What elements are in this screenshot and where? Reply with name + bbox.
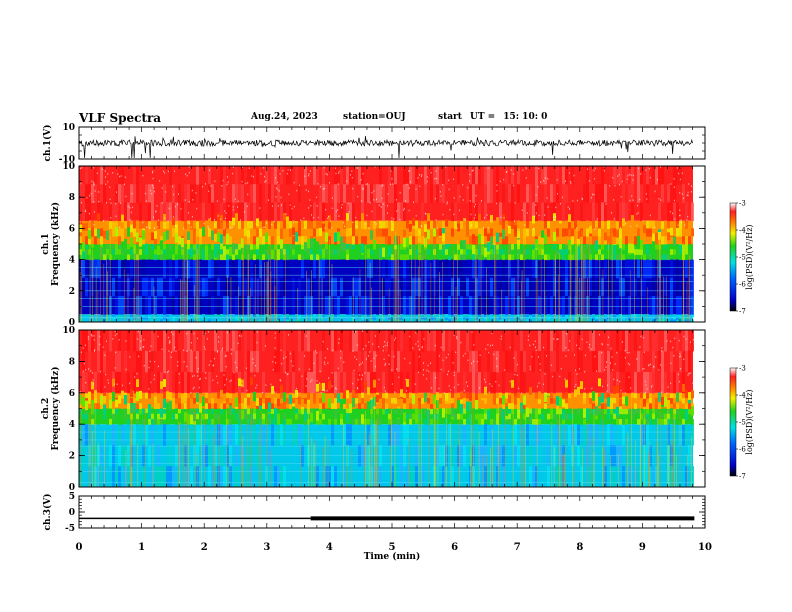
x-tick-label: 7 (514, 542, 521, 553)
ch1-spec-ylabel: ch.1 (41, 233, 51, 254)
x-tick-label: 5 (389, 542, 396, 553)
ch1-ylabel: ch.1(V) (42, 125, 53, 162)
y-tick-label: 8 (69, 193, 75, 203)
ch2-spectrogram (79, 330, 694, 488)
y-tick-label: 0 (69, 483, 75, 493)
x-tick-label: 8 (576, 542, 583, 553)
colorbars: -3 -4 -5 -6 -7 log(PSD)(V²/Hz) -3 -4 -5 -6 -7 log(P… (729, 200, 754, 481)
start-ut-label: UT = (469, 112, 496, 122)
x-tick-label: 0 (76, 542, 83, 553)
colorbar-tick-label: -6 (739, 446, 746, 454)
colorbar-tick-label: -3 (739, 365, 746, 373)
axis-ticks (78, 126, 706, 529)
x-tick-label: 4 (326, 542, 333, 553)
ch1-waveform (78, 135, 693, 159)
x-tick-label: 6 (451, 542, 458, 553)
y-tick-label: 6 (69, 224, 75, 234)
ch2-spec-ylabel: Frequency (kHz) (50, 366, 61, 450)
y-tick-label: -5 (65, 524, 75, 534)
ch2-colorbar (729, 367, 737, 477)
colorbar-tick-label: -7 (739, 308, 746, 316)
x-tick-label: 3 (263, 542, 270, 553)
y-tick-label: 0 (69, 318, 75, 328)
y-tick-label: -10 (59, 155, 75, 165)
start-time-block: start UT = 15: 10: 0 (438, 112, 555, 122)
ch3-ylabel: ch.3(V) (42, 494, 53, 531)
y-tick-label: 10 (62, 326, 75, 336)
ch1-waveform-trace (78, 135, 693, 159)
x-tick-label: 1 (138, 542, 145, 553)
y-tick-label: 10 (62, 123, 75, 133)
x-tick-label: 10 (698, 542, 712, 553)
colorbar-tick-label: -5 (739, 254, 746, 262)
x-axis-label: Time (min) (364, 551, 421, 562)
y-tick-label: 2 (69, 287, 75, 297)
y-tick-label: 5 (69, 492, 75, 502)
colorbar-label: log(PSD)(V²/Hz) (745, 389, 754, 454)
colorbar-tick-label: -4 (739, 392, 746, 400)
y-tick-label: 8 (69, 357, 75, 367)
colorbar-tick-label: -6 (739, 281, 746, 289)
ch2-spec-ylabel: ch.2 (41, 398, 51, 419)
y-tick-label: 0 (69, 508, 75, 518)
y-tick-label: 6 (69, 389, 75, 399)
x-tick-label: 9 (639, 542, 646, 553)
ch1-spectrogram (79, 166, 694, 323)
colorbar-label: log(PSD)(V²/Hz) (745, 224, 754, 289)
colorbar-tick-label: -4 (739, 227, 746, 235)
y-tick-label: 2 (69, 452, 75, 462)
start-time-value: 15: 10: 0 (503, 112, 548, 122)
colorbar-tick-label: -3 (739, 200, 746, 208)
colorbar-tick-label: -7 (739, 473, 746, 481)
station-label: station=OUJ (343, 112, 406, 122)
chart-title: VLF Spectra (79, 111, 162, 125)
y-tick-label: 4 (69, 256, 75, 266)
ch1-colorbar (729, 202, 737, 312)
colorbar-tick-label: -5 (739, 419, 746, 427)
date-label: Aug.24, 2023 (251, 112, 318, 122)
y-tick-label: 4 (69, 420, 75, 430)
y-tick-label: 10 (62, 162, 75, 172)
x-tick-label: 2 (201, 542, 208, 553)
ch1-spec-ylabel: Frequency (kHz) (50, 202, 61, 286)
start-label: start (438, 112, 462, 122)
